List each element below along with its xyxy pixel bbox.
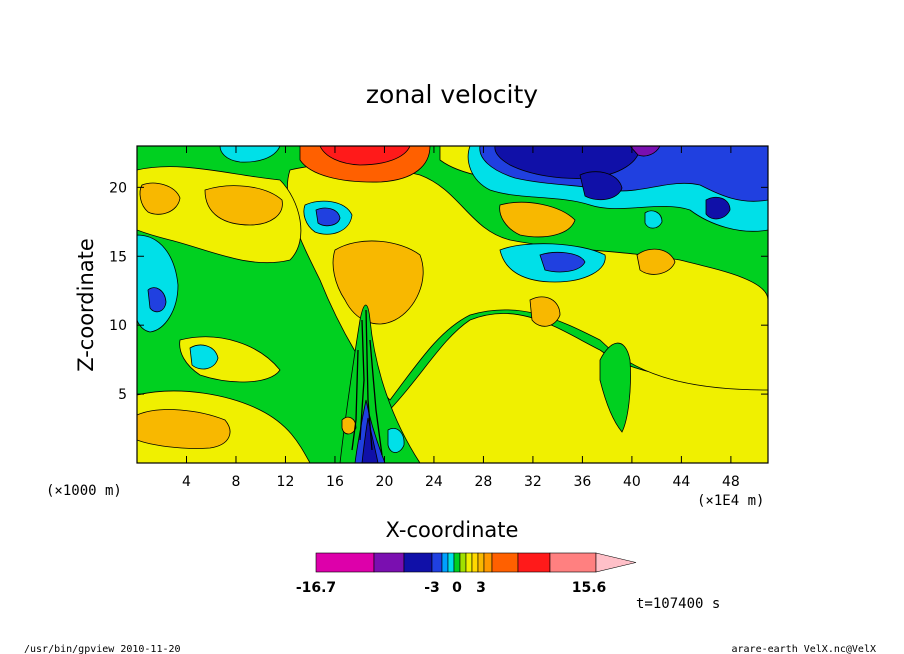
colorbar-segment <box>447 552 455 573</box>
colorbar-segment <box>373 552 405 573</box>
region-deepred-top <box>319 146 411 166</box>
y-axis-ticks: 5 10 15 20 <box>109 180 768 403</box>
x-tick-label: 32 <box>524 474 542 490</box>
x-tick-label: 24 <box>425 474 443 490</box>
region-cyan-top-left <box>219 146 281 163</box>
colorbar-label: -16.7 <box>296 580 336 596</box>
colorbar-segment <box>517 552 551 573</box>
colorbar-segment <box>403 552 433 573</box>
region-blue-left <box>147 287 167 313</box>
colorbar-segment <box>465 552 473 573</box>
plume-cyan-right <box>387 428 405 453</box>
region-navy-right-small <box>705 196 731 220</box>
x-tick-label: 8 <box>232 474 241 490</box>
x-tick-label: 28 <box>475 474 493 490</box>
x-axis-title: X-coordinate <box>386 518 519 542</box>
y-tick-label: 5 <box>118 387 127 403</box>
plot-frame <box>136 145 769 464</box>
region-cyan-right-small <box>644 210 663 229</box>
x-unit-label: (×1E4 m) <box>697 493 764 509</box>
region-orange-center-small <box>529 296 561 327</box>
x-tick-label: 20 <box>376 474 394 490</box>
region-orange-upper-left <box>204 185 283 226</box>
colorbar-labels: -16.7 -3 0 3 15.6 <box>296 580 606 596</box>
x-tick-label: 16 <box>326 474 344 490</box>
plume-navy-base <box>361 417 379 463</box>
contour-field <box>137 146 768 463</box>
z-unit-label: (×1000 m) <box>46 483 122 499</box>
colorbar <box>315 552 637 573</box>
plume-green-stem <box>339 304 421 463</box>
region-orange-lower-left <box>137 409 231 449</box>
colorbar-label: 3 <box>476 580 486 596</box>
colorbar-segment <box>441 552 449 573</box>
region-cyan-left <box>137 234 179 333</box>
footer-right: arare-earth_VelX.nc@VelX <box>732 644 877 654</box>
chart-title: zonal velocity <box>366 80 538 109</box>
footer-left: /usr/bin/gpview 2010-11-20 <box>24 644 181 654</box>
region-orange-right-mid <box>499 201 576 238</box>
region-navy-upper-right <box>494 146 641 179</box>
x-tick-label: 36 <box>573 474 591 490</box>
colorbar-label: 15.6 <box>572 580 607 596</box>
colorbar-segment <box>483 552 493 573</box>
colorbar-segment <box>459 552 467 573</box>
y-tick-label: 20 <box>109 180 127 196</box>
colorbar-segment <box>315 552 375 573</box>
colorbar-label: -3 <box>424 580 440 596</box>
x-tick-label: 12 <box>277 474 295 490</box>
time-label: t=107400 s <box>636 596 720 612</box>
colorbar-label: 0 <box>452 580 462 596</box>
region-green-strip-right <box>599 342 631 433</box>
region-blue-right-mid <box>539 251 586 273</box>
region-orange-mid-plume <box>332 240 424 325</box>
region-orange-right-small <box>636 248 676 275</box>
x-tick-label: 44 <box>672 474 690 490</box>
region-cyan-left-lower <box>189 344 219 370</box>
colorbar-segment <box>471 552 479 573</box>
x-axis-ticks: 4 8 12 16 20 24 28 32 36 40 44 48 <box>182 146 740 490</box>
colorbar-segment <box>491 552 519 573</box>
colorbar-segment <box>549 552 597 573</box>
y-tick-label: 10 <box>109 318 127 334</box>
y-axis-title: Z-coordinate <box>74 238 98 372</box>
region-blue-mid-upper <box>315 207 341 227</box>
colorbar-segment <box>453 552 461 573</box>
colorbar-arrow <box>595 552 637 573</box>
x-tick-label: 40 <box>623 474 641 490</box>
colorbar-segment <box>477 552 485 573</box>
colorbar-segment <box>431 552 443 573</box>
region-orange-left-small <box>139 182 181 215</box>
y-tick-label: 15 <box>109 249 127 265</box>
x-tick-label: 48 <box>722 474 740 490</box>
x-tick-label: 4 <box>182 474 191 490</box>
region-navy-blob-right <box>579 171 623 201</box>
plume-orange-left <box>341 416 357 435</box>
plume-dark-filaments <box>351 309 383 456</box>
